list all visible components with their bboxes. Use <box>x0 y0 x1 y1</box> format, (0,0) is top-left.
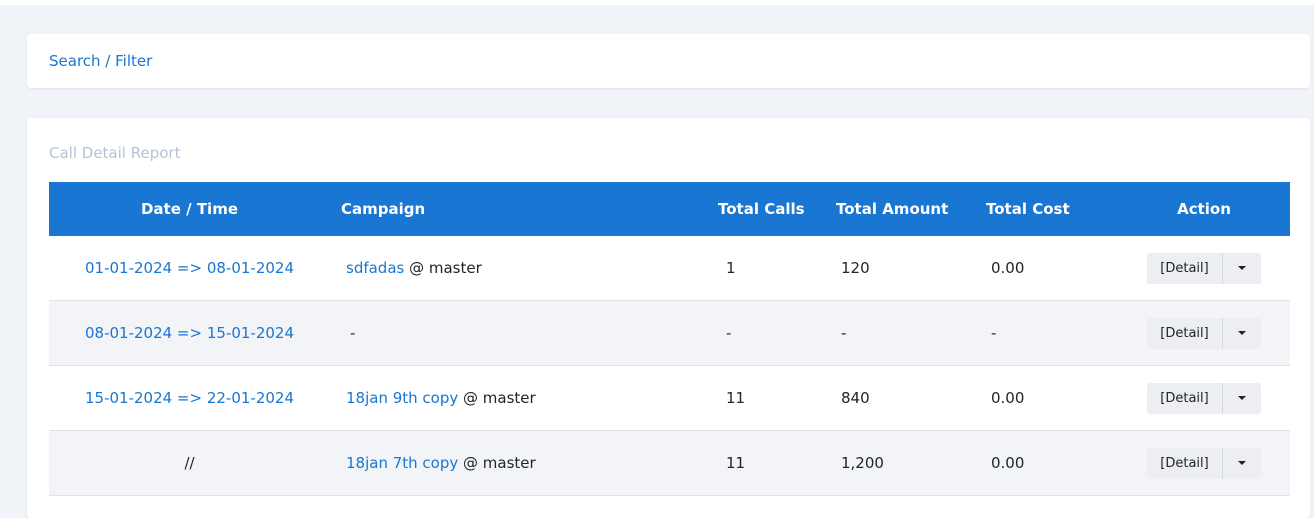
campaign-owner: - <box>350 324 356 342</box>
table-row: 01-01-2024 => 08-01-2024 sdfadas @ maste… <box>49 236 1290 301</box>
header-total-calls[interactable]: Total Calls <box>718 182 835 236</box>
caret-down-icon <box>1238 461 1246 465</box>
search-filter-card: Search / Filter <box>27 34 1310 88</box>
report-table: Date / Time Campaign Total Calls Total A… <box>49 182 1290 496</box>
detail-button-group: [Detail] <box>1147 252 1261 284</box>
row-action-cell: [Detail] <box>1118 430 1290 496</box>
row-campaign-cell: - <box>330 300 718 366</box>
caret-down-icon <box>1238 331 1246 335</box>
detail-button[interactable]: [Detail] <box>1147 317 1223 349</box>
detail-button[interactable]: [Detail] <box>1147 447 1223 479</box>
row-total-calls: 1 <box>718 236 835 301</box>
detail-button[interactable]: [Detail] <box>1147 382 1223 414</box>
campaign-owner: @ master <box>458 389 536 407</box>
header-action: Action <box>1118 182 1290 236</box>
row-date-cell: 01-01-2024 => 08-01-2024 <box>49 236 330 301</box>
header-campaign[interactable]: Campaign <box>330 182 718 236</box>
row-date-cell: 08-01-2024 => 15-01-2024 <box>49 300 330 366</box>
table-row: 08-01-2024 => 15-01-2024 - - - - [Detail… <box>49 300 1290 366</box>
detail-button[interactable]: [Detail] <box>1147 252 1223 284</box>
detail-dropdown-toggle[interactable] <box>1223 382 1261 414</box>
row-total-cost: 0.00 <box>983 365 1118 431</box>
detail-button-group: [Detail] <box>1147 317 1261 349</box>
row-total-amount: 120 <box>835 236 983 301</box>
row-total-calls: 11 <box>718 365 835 431</box>
header-date-time[interactable]: Date / Time <box>49 182 330 236</box>
row-total-amount: - <box>835 300 983 366</box>
caret-down-icon <box>1238 266 1246 270</box>
date-range-link[interactable]: 15-01-2024 => 22-01-2024 <box>84 389 295 407</box>
campaign-link[interactable]: 18jan 9th copy <box>346 389 459 407</box>
row-action-cell: [Detail] <box>1118 236 1290 301</box>
row-action-cell: [Detail] <box>1118 365 1290 431</box>
report-title: Call Detail Report <box>49 144 181 162</box>
campaign-owner: @ master <box>404 259 482 277</box>
row-total-amount: 840 <box>835 365 983 431</box>
campaign-owner: @ master <box>458 454 536 472</box>
caret-down-icon <box>1238 396 1246 400</box>
table-header-row: Date / Time Campaign Total Calls Total A… <box>49 182 1290 236</box>
row-date-cell: 15-01-2024 => 22-01-2024 <box>49 365 330 431</box>
row-total-amount: 1,200 <box>835 430 983 496</box>
table-row: 15-01-2024 => 22-01-2024 18jan 9th copy … <box>49 365 1290 431</box>
detail-button-group: [Detail] <box>1147 447 1261 479</box>
header-total-cost[interactable]: Total Cost <box>983 182 1118 236</box>
header-total-amount[interactable]: Total Amount <box>835 182 983 236</box>
detail-dropdown-toggle[interactable] <box>1223 252 1261 284</box>
date-range-link[interactable]: 01-01-2024 => 08-01-2024 <box>84 259 295 277</box>
row-campaign-cell: sdfadas @ master <box>330 236 718 301</box>
top-bar <box>0 0 1314 5</box>
campaign-link[interactable]: 18jan 7th copy <box>346 454 459 472</box>
search-filter-toggle[interactable]: Search / Filter <box>49 52 153 70</box>
campaign-link[interactable]: sdfadas <box>346 259 405 277</box>
date-range-link[interactable]: 08-01-2024 => 15-01-2024 <box>84 324 295 342</box>
detail-dropdown-toggle[interactable] <box>1223 317 1261 349</box>
row-campaign-cell: 18jan 9th copy @ master <box>330 365 718 431</box>
table-row: // 18jan 7th copy @ master 11 1,200 0.00… <box>49 430 1290 496</box>
row-total-cost: 0.00 <box>983 430 1118 496</box>
row-action-cell: [Detail] <box>1118 300 1290 366</box>
row-total-calls: - <box>718 300 835 366</box>
row-total-cost: 0.00 <box>983 236 1118 301</box>
row-total-cost: - <box>983 300 1118 366</box>
detail-button-group: [Detail] <box>1147 382 1261 414</box>
detail-dropdown-toggle[interactable] <box>1223 447 1261 479</box>
row-campaign-cell: 18jan 7th copy @ master <box>330 430 718 496</box>
row-date-cell: // <box>49 430 330 496</box>
row-total-calls: 11 <box>718 430 835 496</box>
call-detail-report-card: Call Detail Report Date / Time Campaign … <box>27 118 1310 518</box>
date-range-text: // <box>184 454 195 472</box>
